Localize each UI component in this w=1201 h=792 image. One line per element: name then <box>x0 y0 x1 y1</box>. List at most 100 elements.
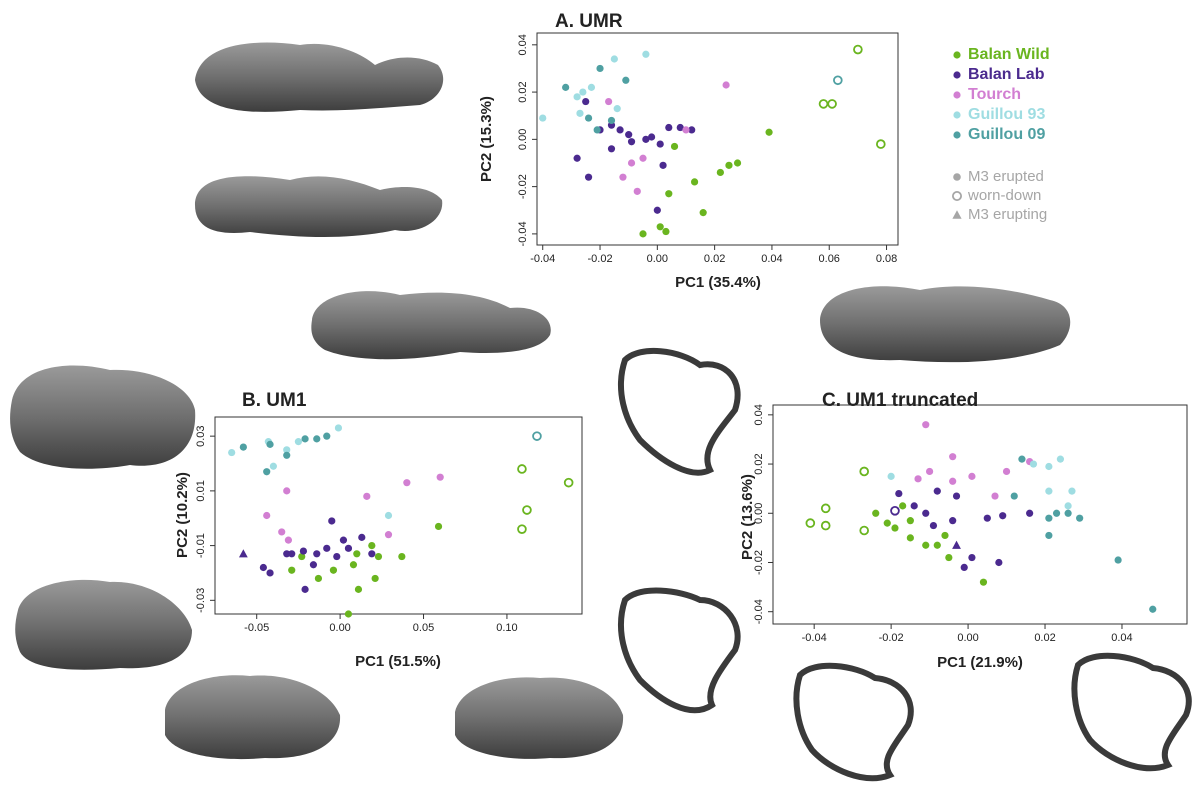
point <box>562 84 569 91</box>
point <box>622 77 629 84</box>
point <box>1115 556 1122 563</box>
y-tick-label: 0.04 <box>753 404 765 425</box>
point <box>313 550 320 557</box>
point <box>1065 502 1072 509</box>
point <box>330 567 337 574</box>
open-point <box>523 506 531 514</box>
point <box>995 559 1002 566</box>
point <box>435 523 442 530</box>
x-tick-label: 0.05 <box>413 622 434 634</box>
point <box>333 553 340 560</box>
open-point <box>953 192 961 200</box>
point <box>398 553 405 560</box>
x-tick-label: -0.02 <box>879 632 904 644</box>
point <box>934 488 941 495</box>
point <box>953 173 961 181</box>
open-point <box>822 522 830 530</box>
point <box>665 124 672 131</box>
open-point <box>828 100 836 108</box>
point <box>922 510 929 517</box>
figure: A. UMRPC1 (35.4%)PC2 (15.3%)-0.04-0.020.… <box>0 0 1201 787</box>
x-tick-label: -0.04 <box>802 632 827 644</box>
point <box>315 575 322 582</box>
point <box>922 542 929 549</box>
point <box>270 463 277 470</box>
point <box>899 502 906 509</box>
point <box>941 532 948 539</box>
shape-legend-label: worn-down <box>967 187 1041 204</box>
open-point <box>533 432 541 440</box>
point <box>350 561 357 568</box>
legend-marker <box>953 111 960 118</box>
point <box>585 114 592 121</box>
point <box>576 110 583 117</box>
plot-frame <box>537 33 898 245</box>
y-tick-label: -0.01 <box>195 533 207 558</box>
point <box>335 424 342 431</box>
shape-legend-label: M3 erupting <box>968 206 1047 223</box>
y-axis-label: PC2 (10.2%) <box>174 472 191 558</box>
point <box>949 478 956 485</box>
point <box>358 534 365 541</box>
y-tick-label: -0.04 <box>517 221 529 246</box>
point <box>300 547 307 554</box>
point <box>765 129 772 136</box>
open-point <box>834 76 842 84</box>
point <box>266 569 273 576</box>
point <box>605 98 612 105</box>
point <box>574 155 581 162</box>
point <box>659 162 666 169</box>
point <box>323 545 330 552</box>
point <box>891 524 898 531</box>
point <box>368 542 375 549</box>
point <box>588 84 595 91</box>
y-tick-label: 0.01 <box>195 480 207 501</box>
point <box>228 449 235 456</box>
point <box>345 610 352 617</box>
point <box>594 126 601 133</box>
point <box>263 512 270 519</box>
chart-title: B. UM1 <box>242 390 307 411</box>
point <box>872 510 879 517</box>
point <box>642 51 649 58</box>
point <box>639 155 646 162</box>
y-axis-label: PC2 (15.3%) <box>478 96 495 182</box>
point <box>313 435 320 442</box>
shape-legend-label: M3 erupted <box>968 168 1044 185</box>
page: {"chart_data": [ {"type": "scatter", "ti… <box>0 0 1201 792</box>
x-tick-label: 0.06 <box>819 253 840 265</box>
point <box>991 492 998 499</box>
point <box>953 492 960 499</box>
open-point <box>860 527 868 535</box>
point <box>1045 532 1052 539</box>
outline-renders <box>621 351 1189 778</box>
point <box>662 228 669 235</box>
x-tick-label: 0.00 <box>647 253 668 265</box>
point <box>266 441 273 448</box>
legend-label: Balan Wild <box>968 46 1050 63</box>
legend-marker <box>953 51 960 58</box>
point <box>288 550 295 557</box>
point <box>628 138 635 145</box>
point <box>691 178 698 185</box>
point <box>984 515 991 522</box>
point <box>949 517 956 524</box>
point <box>240 443 247 450</box>
triangle-point <box>952 541 961 549</box>
point <box>922 421 929 428</box>
point <box>353 550 360 557</box>
point <box>345 545 352 552</box>
point <box>340 537 347 544</box>
point <box>654 207 661 214</box>
y-tick-label: -0.04 <box>753 599 765 624</box>
point <box>968 473 975 480</box>
y-tick-label: -0.02 <box>517 174 529 199</box>
y-tick-label: -0.03 <box>195 588 207 613</box>
legend-marker <box>953 131 960 138</box>
point <box>283 452 290 459</box>
y-tick-label: 0.02 <box>517 81 529 102</box>
point <box>295 438 302 445</box>
open-point <box>860 468 868 476</box>
point <box>385 512 392 519</box>
point <box>682 126 689 133</box>
